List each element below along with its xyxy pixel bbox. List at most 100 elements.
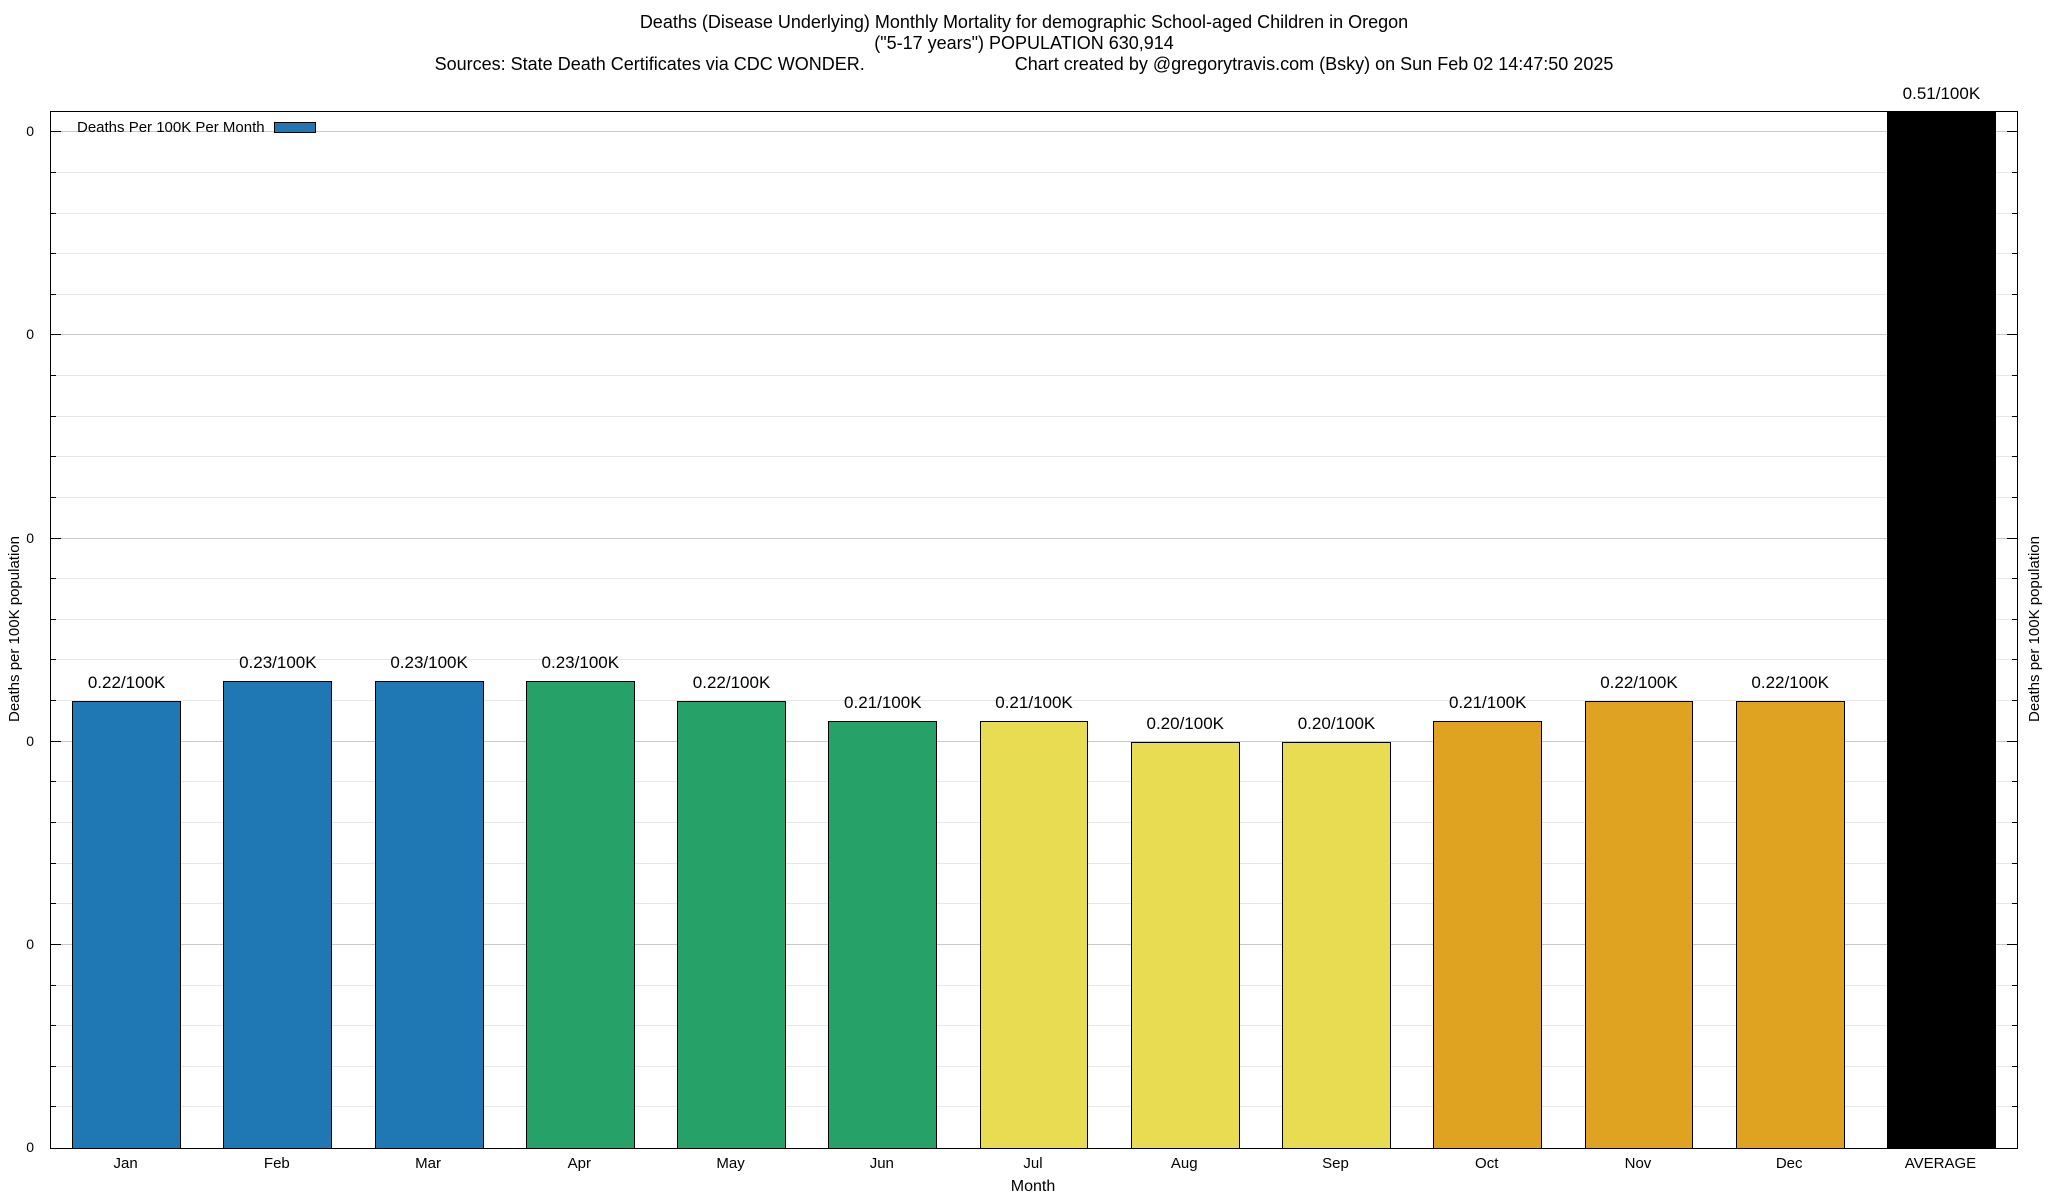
axis-tick-mark <box>2012 862 2017 864</box>
bar-value-label-mar: 0.23/100K <box>390 652 468 672</box>
bar-slot-jun: 0.21/100K <box>807 112 958 1148</box>
bar-slot-mar: 0.23/100K <box>353 112 504 1148</box>
legend: Deaths Per 100K Per Month <box>77 119 316 136</box>
bar-slot-dec: 0.22/100K <box>1715 112 1866 1148</box>
axis-tick-mark <box>51 862 56 864</box>
axis-tick-mark <box>51 781 56 783</box>
bars-layer: 0.22/100K 0.23/100K 0.23/100K 0.23/100K 0.22… <box>51 84 2017 1148</box>
chart-meta-line: Sources: State Death Certificates via CD… <box>0 54 2048 75</box>
y-tick-label: 0 <box>26 529 34 546</box>
bar-jan <box>72 701 182 1148</box>
axis-tick-mark <box>51 1106 56 1108</box>
x-tick-label-nov: Nov <box>1624 1155 1652 1172</box>
bar-slot-may: 0.22/100K <box>656 112 807 1148</box>
axis-tick-mark <box>51 1065 56 1067</box>
axis-tick-mark <box>2007 334 2017 336</box>
axis-tick-mark <box>51 659 56 661</box>
gridline <box>51 131 2017 133</box>
x-tick-label-feb: Feb <box>263 1155 290 1172</box>
bar-mar <box>374 680 484 1148</box>
bar-value-label-sep: 0.20/100K <box>1297 713 1376 733</box>
gridline <box>51 659 2017 661</box>
bar-value-label-nov: 0.22/100K <box>1600 673 1678 693</box>
gridline <box>51 618 2017 620</box>
gridline <box>51 212 2017 214</box>
axis-tick-mark <box>51 334 61 336</box>
gridline <box>51 171 2017 173</box>
bar-jul <box>979 721 1089 1148</box>
gridline <box>51 253 2017 255</box>
chart-credit: Chart created by @gregorytravis.com (Bsk… <box>1014 54 1614 74</box>
x-tick-label-apr: Apr <box>567 1155 591 1172</box>
y-tick-label: 0 <box>26 326 34 343</box>
gridline <box>51 456 2017 458</box>
bar-slot-aug: 0.20/100K <box>1110 112 1261 1148</box>
x-tick-label-sep: Sep <box>1322 1155 1349 1172</box>
axis-tick-mark <box>51 456 56 458</box>
x-tick-label-average: AVERAGE <box>1904 1155 1977 1172</box>
axis-tick-mark <box>51 212 56 214</box>
axis-tick-mark <box>2012 903 2017 905</box>
axis-tick-mark <box>2012 456 2017 458</box>
axis-tick-mark <box>51 821 56 823</box>
axis-tick-mark <box>51 415 56 417</box>
axis-tick-mark <box>2012 659 2017 661</box>
gridline <box>51 375 2017 377</box>
axis-tick-mark <box>2012 1065 2017 1067</box>
axis-tick-mark <box>51 984 56 986</box>
bar-slot-sep: 0.20/100K <box>1261 112 1412 1148</box>
bar-slot-oct: 0.21/100K <box>1412 112 1563 1148</box>
bar-nov <box>1584 701 1694 1148</box>
x-tick-label-aug: Aug <box>1170 1155 1198 1172</box>
bar-dec <box>1735 701 1845 1148</box>
chart-title: Deaths (Disease Underlying) Monthly Mort… <box>639 12 1409 32</box>
bar-value-label-aug: 0.20/100K <box>1146 713 1225 733</box>
axis-tick-mark <box>51 618 56 620</box>
axis-tick-mark <box>51 171 56 173</box>
bar-sep <box>1282 741 1391 1148</box>
bar-slot-feb: 0.23/100K <box>202 112 353 1148</box>
axis-tick-mark <box>2007 537 2017 539</box>
bar-slot-jul: 0.21/100K <box>958 112 1109 1148</box>
axis-tick-mark <box>2012 1106 2017 1108</box>
chart-sources: Sources: State Death Certificates via CD… <box>434 54 865 74</box>
bar-oct <box>1433 721 1543 1148</box>
y-tick-label: 0 <box>26 1139 34 1155</box>
axis-tick-mark <box>2012 253 2017 255</box>
bar-apr <box>525 680 635 1148</box>
axis-tick-mark <box>2007 943 2017 945</box>
axis-tick-mark <box>2012 1025 2017 1027</box>
plot-area: 0.22/100K 0.23/100K 0.23/100K 0.23/100K 0.22… <box>50 84 2018 1149</box>
x-axis-tick-labels: Jan Feb Mar Apr May Jun Jul Aug Sep Oct Nov Dec AVER… <box>50 1155 2016 1172</box>
bar-value-label-apr: 0.23/100K <box>541 652 620 672</box>
axis-tick-mark <box>2007 131 2017 133</box>
gridline <box>51 578 2017 580</box>
bar-value-label-jul: 0.21/100K <box>995 693 1073 713</box>
axis-tick-mark <box>2012 293 2017 295</box>
y-axis-label-right: Deaths per 100K population <box>2026 536 2043 722</box>
y-tick-label: 0 <box>26 732 34 749</box>
axis-tick-mark <box>51 903 56 905</box>
y-axis-tick-labels: 0 0 0 0 0 0 <box>0 111 42 1155</box>
bar-slot-nov: 0.22/100K <box>1563 112 1714 1148</box>
axis-tick-mark <box>2012 984 2017 986</box>
axis-tick-mark <box>51 496 56 498</box>
axis-tick-mark <box>51 131 61 133</box>
gridline <box>51 537 2017 539</box>
axis-tick-mark <box>51 537 61 539</box>
axis-tick-mark <box>51 253 56 255</box>
bar-jun <box>828 721 938 1148</box>
axis-tick-mark <box>51 293 56 295</box>
bar-slot-average: 0.51/100K <box>1866 84 2017 1148</box>
bar-value-label-feb: 0.23/100K <box>239 652 317 672</box>
axis-tick-mark <box>51 943 61 945</box>
y-tick-label: 0 <box>26 123 34 140</box>
gridline <box>51 293 2017 295</box>
axis-tick-mark <box>2012 781 2017 783</box>
x-tick-label-mar: Mar <box>415 1155 441 1172</box>
bar-feb <box>223 680 333 1148</box>
x-tick-label-jun: Jun <box>869 1155 894 1172</box>
x-tick-label-oct: Oct <box>1475 1155 1499 1172</box>
axis-tick-mark <box>51 740 61 742</box>
